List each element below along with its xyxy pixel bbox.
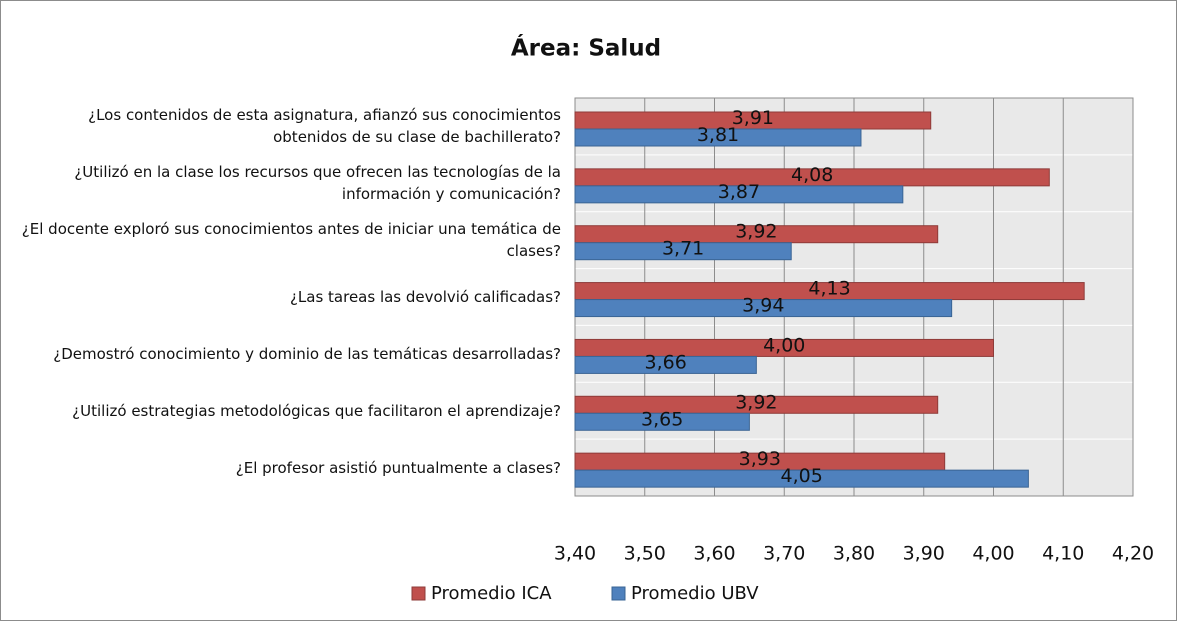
bar xyxy=(574,128,862,147)
category-label: ¿El profesor asistió puntualmente a clas… xyxy=(235,458,561,477)
value-label: 3,93 xyxy=(739,448,781,470)
value-label: 4,08 xyxy=(791,164,833,186)
category-label: ¿Demostró conocimiento y dominio de las … xyxy=(53,344,561,363)
x-tick-label: 3,70 xyxy=(763,543,805,565)
legend-label: Promedio UBV xyxy=(631,583,759,604)
bar xyxy=(574,242,792,261)
bar xyxy=(574,299,953,318)
legend-label: Promedio ICA xyxy=(431,583,552,604)
x-tick-label: 3,40 xyxy=(554,543,596,565)
value-label: 3,66 xyxy=(645,351,687,373)
value-label: 3,65 xyxy=(641,408,683,430)
value-label: 3,71 xyxy=(662,238,704,260)
chart-title: Área: Salud xyxy=(511,34,661,62)
legend-swatch xyxy=(411,586,426,601)
x-tick-label: 3,50 xyxy=(624,543,666,565)
value-label: 3,92 xyxy=(735,221,777,243)
value-label: 4,00 xyxy=(763,334,805,356)
x-tick-label: 3,60 xyxy=(693,543,735,565)
bar xyxy=(574,412,750,431)
category-label: ¿Utilizó estrategias metodológicas que f… xyxy=(72,401,561,420)
value-label: 3,81 xyxy=(697,124,739,146)
legend-swatch xyxy=(611,586,626,601)
x-tick-label: 3,90 xyxy=(903,543,945,565)
x-tick-label: 3,80 xyxy=(833,543,875,565)
x-tick-label: 4,10 xyxy=(1042,543,1084,565)
x-tick-label: 4,20 xyxy=(1112,543,1154,565)
value-label: 4,05 xyxy=(781,465,823,487)
bar xyxy=(574,469,1029,488)
bar xyxy=(574,185,904,204)
category-label: ¿Las tareas las devolvió calificadas? xyxy=(289,287,561,306)
bar xyxy=(574,338,994,357)
category-label: ¿Los contenidos de esta asignatura, afia… xyxy=(88,106,561,147)
value-label: 3,87 xyxy=(718,181,760,203)
x-tick-label: 4,00 xyxy=(972,543,1014,565)
value-label: 3,94 xyxy=(742,295,784,317)
value-label: 3,91 xyxy=(732,107,774,129)
bar xyxy=(574,355,757,374)
category-label: ¿El docente exploró sus conocimientos an… xyxy=(21,220,561,261)
category-label: ¿Utilizó en la clase los recursos que of… xyxy=(74,163,561,204)
bar xyxy=(574,395,939,414)
value-label: 4,13 xyxy=(808,278,850,300)
value-label: 3,92 xyxy=(735,391,777,413)
